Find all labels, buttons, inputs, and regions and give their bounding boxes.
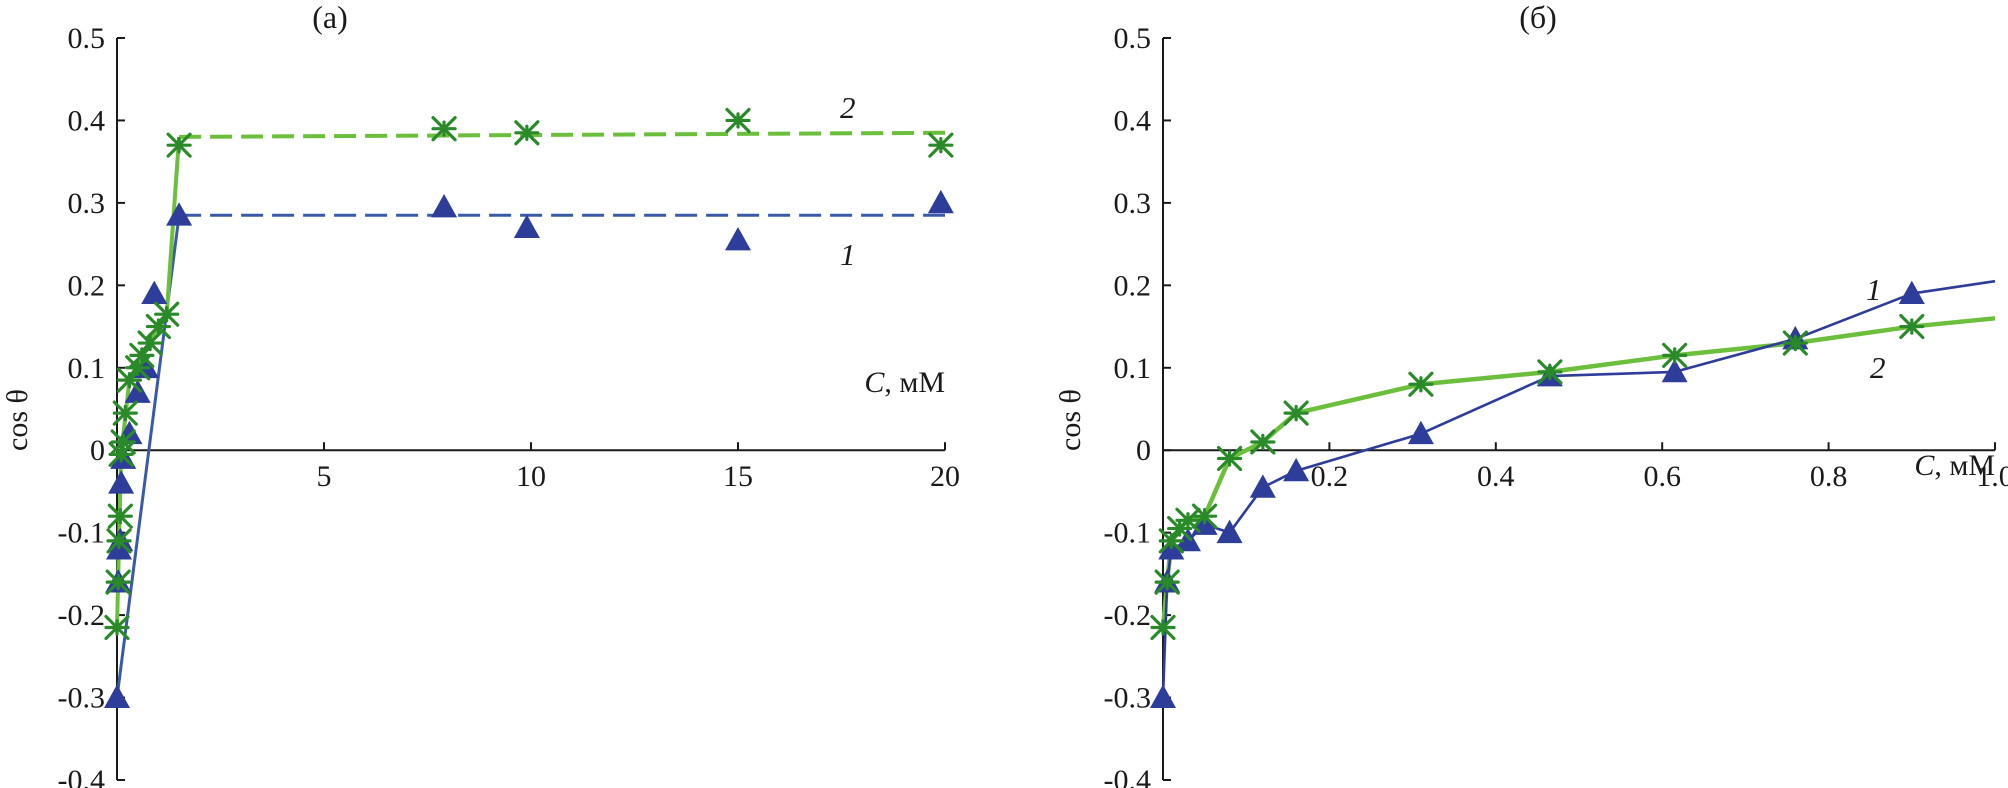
y-tick-label: 0.2 — [1114, 269, 1152, 302]
series-2-point — [1899, 313, 1925, 340]
series-1-point — [513, 214, 540, 239]
x-tick-label: 0.8 — [1810, 460, 1848, 493]
y-axis-label-a: cos θ — [1, 389, 34, 451]
x-tick-label: 5 — [317, 460, 332, 493]
y-tick-label: 0.2 — [68, 269, 106, 302]
series-1-point — [1283, 457, 1310, 482]
x-tick-label: 15 — [723, 460, 753, 493]
series-2-point — [928, 132, 954, 158]
series-2-point — [1283, 400, 1309, 426]
y-axis-label-b: cos θ — [1054, 389, 1087, 451]
series-2-point — [110, 429, 136, 455]
y-tick-label: 0.1 — [68, 352, 106, 385]
x-axis-unit-b: , мМ — [1934, 449, 1995, 482]
curve-label-1-a: 1 — [840, 237, 856, 272]
y-tick-label: -0.4 — [58, 764, 106, 788]
y-tick-label: 0.3 — [68, 187, 106, 220]
series-1-point — [108, 470, 135, 494]
series-2-point — [725, 107, 751, 134]
y-tick-label: 0 — [90, 434, 105, 467]
axes-a — [116, 37, 946, 781]
y-tick-label: 0.4 — [68, 104, 106, 137]
series-1-point — [1898, 280, 1925, 304]
series-1-point — [166, 202, 193, 226]
series-2-point — [514, 120, 540, 146]
tick-labels-b: -0.4 -0.3 -0.2 -0.1 0 0.1 0.2 0.3 0.4 0.5 0.2 0.4 0.… — [1104, 22, 2008, 788]
y-tick-label: -0.3 — [58, 682, 106, 715]
y-tick-label: -0.2 — [58, 599, 106, 632]
y-tick-label: 0.5 — [1114, 22, 1152, 55]
series-2-point — [1250, 429, 1276, 455]
series-2-point — [1150, 614, 1176, 641]
chart-title-b: (б) — [1519, 0, 1557, 35]
chart-panel-b: (б) -0.4 -0.3 -0.2 -0.1 0 0.1 0.2 0.3 0.4 0.5 0.2 0… — [1054, 0, 2008, 788]
series-1-point — [1249, 474, 1276, 498]
series-1-point — [927, 189, 954, 214]
y-tick-label: 0.4 — [1114, 104, 1152, 137]
series-2-point — [1154, 569, 1180, 595]
series-2-point — [105, 569, 131, 595]
chart-panel-a: (а) -0.4 -0.3 -0.2 -0.1 0 0.1 0.2 0.3 0.4 0.5 5 10 1… — [1, 0, 960, 788]
x-tick-label: 10 — [516, 460, 546, 493]
series-1-point — [104, 684, 130, 708]
curve-label-2-b: 2 — [1870, 350, 1886, 385]
x-axis-unit-a: , мМ — [884, 366, 945, 399]
series-2-point — [1408, 371, 1434, 397]
series-1-point — [1216, 519, 1243, 544]
tick-labels-a: -0.4 -0.3 -0.2 -0.1 0 0.1 0.2 0.3 0.4 0.5 5 10 15 20 — [58, 22, 961, 788]
series-lines-b — [1160, 279, 1996, 698]
x-axis-variable-b: C — [1914, 449, 1935, 482]
data-marks-b — [1150, 280, 1925, 708]
y-tick-label: -0.1 — [58, 517, 106, 550]
y-tick-label: -0.3 — [1104, 682, 1152, 715]
series-2-point — [106, 528, 132, 554]
series-2-point — [112, 400, 138, 426]
chart-title-a: (а) — [312, 0, 348, 35]
x-tick-label: 0.6 — [1643, 460, 1681, 493]
series-1-point — [141, 280, 168, 304]
y-tick-label: 0 — [1136, 434, 1151, 467]
series-1-point — [1174, 527, 1201, 552]
x-tick-label: 20 — [930, 460, 960, 493]
data-marks-a — [104, 107, 954, 708]
y-tick-label: 0.1 — [1114, 352, 1152, 385]
x-tick-label: 0.4 — [1477, 460, 1515, 493]
curve-label-1-b: 1 — [1866, 272, 1882, 307]
series-2-point — [1191, 503, 1218, 529]
series-2-point — [431, 116, 457, 142]
series-1-point — [124, 379, 151, 403]
series-1-point — [1150, 684, 1176, 708]
x-tick-label: 1.0 — [1976, 460, 2008, 493]
series-2-point — [1216, 445, 1243, 472]
axes-b — [1162, 37, 1996, 781]
series-1-point — [725, 226, 751, 251]
series-2-point — [1537, 359, 1563, 385]
series-1-line — [1161, 279, 1996, 698]
x-tick-label: 0.2 — [1311, 460, 1349, 493]
series-2-point — [104, 614, 130, 641]
x-axis-label-a: C, мМ — [864, 366, 945, 399]
curve-label-2-a: 2 — [840, 90, 856, 125]
series-2-point — [1662, 342, 1688, 369]
x-axis-variable-a: C — [864, 366, 885, 399]
y-tick-label: 0.5 — [68, 22, 106, 55]
series-2-plateau-dashed-line — [179, 130, 946, 139]
series-2-point — [107, 503, 133, 529]
y-tick-label: -0.4 — [1104, 764, 1152, 788]
y-tick-label: 0.3 — [1114, 187, 1152, 220]
series-2-point — [1782, 330, 1808, 356]
series-2-point — [166, 132, 192, 158]
y-tick-label: -0.2 — [1104, 599, 1152, 632]
series-1-point — [1407, 420, 1434, 445]
series-1-point — [1661, 358, 1688, 383]
series-2-point — [1175, 507, 1201, 533]
x-axis-label-b: C, мМ — [1914, 449, 1995, 482]
series-2-point — [154, 301, 180, 327]
y-tick-label: -0.1 — [1104, 517, 1152, 550]
series-2-point — [137, 330, 163, 356]
series-1-point — [431, 194, 458, 218]
fit-lines-a — [115, 130, 946, 698]
